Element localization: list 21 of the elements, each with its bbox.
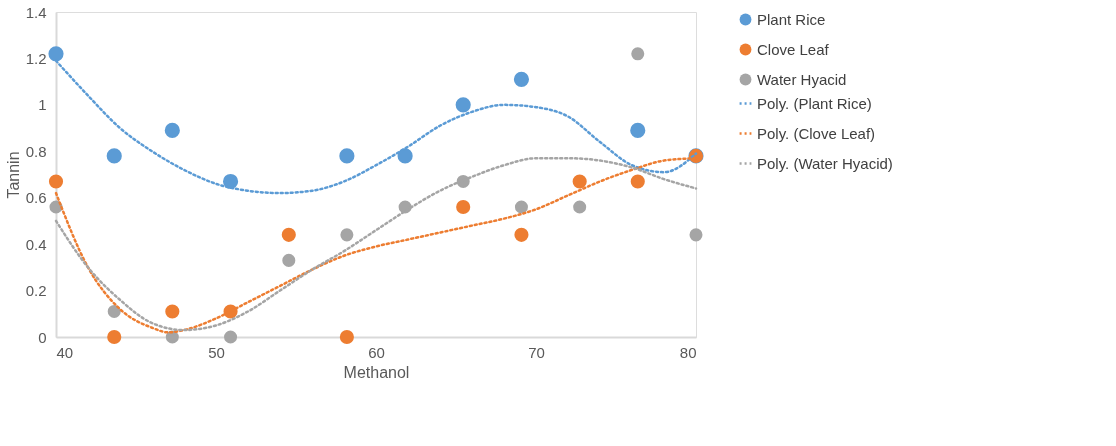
- y-tick-label: 1.4: [25, 3, 47, 21]
- y-tick-label: 1: [38, 96, 47, 114]
- y-axis-title: Tannin: [4, 151, 22, 199]
- x-axis-title: Methanol: [343, 363, 410, 381]
- legend-label: Plant Rice: [757, 10, 826, 28]
- legend-label: Poly. (Water Hyacid): [757, 154, 893, 172]
- y-tick-label: 0.4: [25, 235, 47, 253]
- x-tick-label: 60: [368, 343, 385, 361]
- legend-label: Clove Leaf: [757, 40, 830, 58]
- x-tick-label: 40: [56, 343, 74, 361]
- x-tick-label: 50: [208, 343, 225, 361]
- legend-label: Poly. (Plant Rice): [757, 94, 872, 112]
- y-tick-label: 0: [38, 328, 47, 346]
- y-tick-label: 0.2: [25, 282, 47, 300]
- x-tick-label: 80: [679, 343, 697, 361]
- y-tick-label: 1.2: [25, 49, 47, 67]
- x-tick-label: 70: [528, 343, 545, 361]
- legend-label: Poly. (Clove Leaf): [757, 124, 876, 142]
- y-tick-label: 0.8: [25, 142, 47, 160]
- legend-label: Water Hyacid: [757, 70, 847, 88]
- y-tick-label: 0.6: [25, 189, 47, 207]
